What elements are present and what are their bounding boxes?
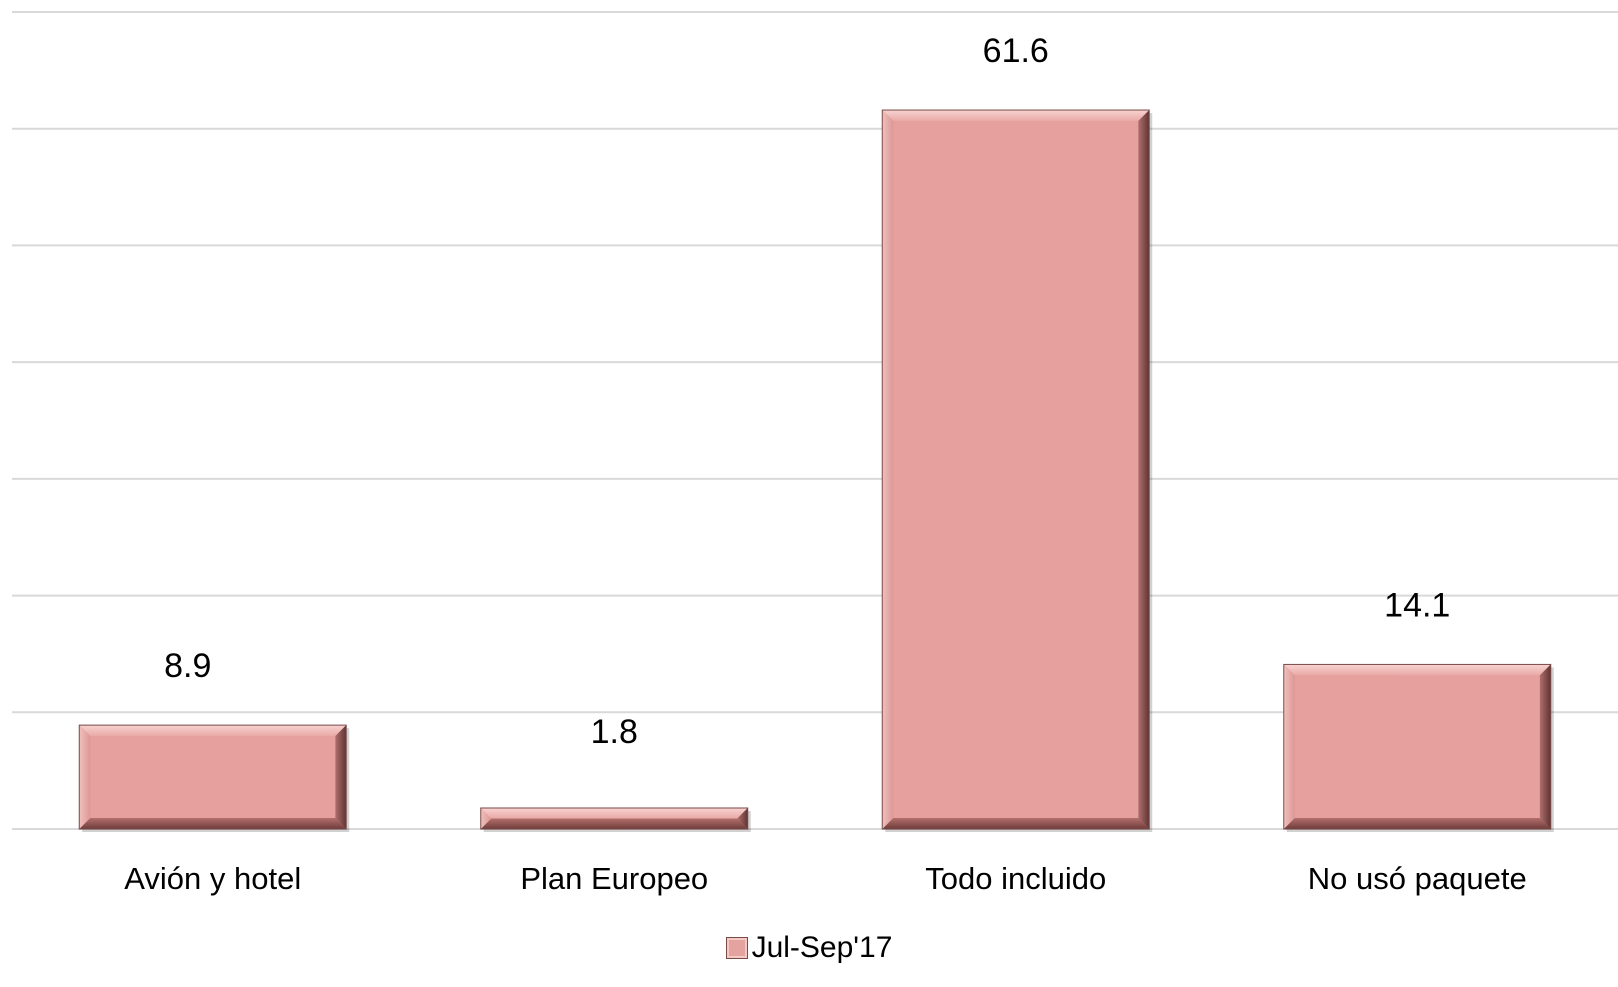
bar [881, 109, 1153, 833]
data-label: 14.1 [1384, 586, 1450, 624]
x-tick-label: Todo incluido [925, 861, 1106, 896]
x-tick-label: Plan Europeo [520, 861, 708, 896]
bar [1283, 663, 1554, 832]
x-tick-label: No usó paquete [1308, 861, 1527, 896]
legend-item: Jul-Sep'17 [725, 930, 893, 966]
data-label: 8.9 [164, 647, 211, 685]
bar [78, 724, 350, 832]
legend-swatch [725, 937, 748, 959]
bars [78, 109, 1554, 833]
data-labels: 8.9 1.8 61.6 14.1 [164, 32, 1450, 751]
data-label: 61.6 [983, 32, 1049, 70]
legend: Jul-Sep'17 [0, 930, 1618, 968]
x-tick-label: Avión y hotel [124, 861, 301, 896]
data-label: 1.8 [591, 713, 638, 751]
gridlines [12, 11, 1618, 830]
bar [480, 807, 751, 832]
legend-label: Jul-Sep'17 [751, 931, 893, 964]
x-axis-tick-labels: Avión y hotel Plan Europeo Todo incluido No… [124, 861, 1526, 896]
